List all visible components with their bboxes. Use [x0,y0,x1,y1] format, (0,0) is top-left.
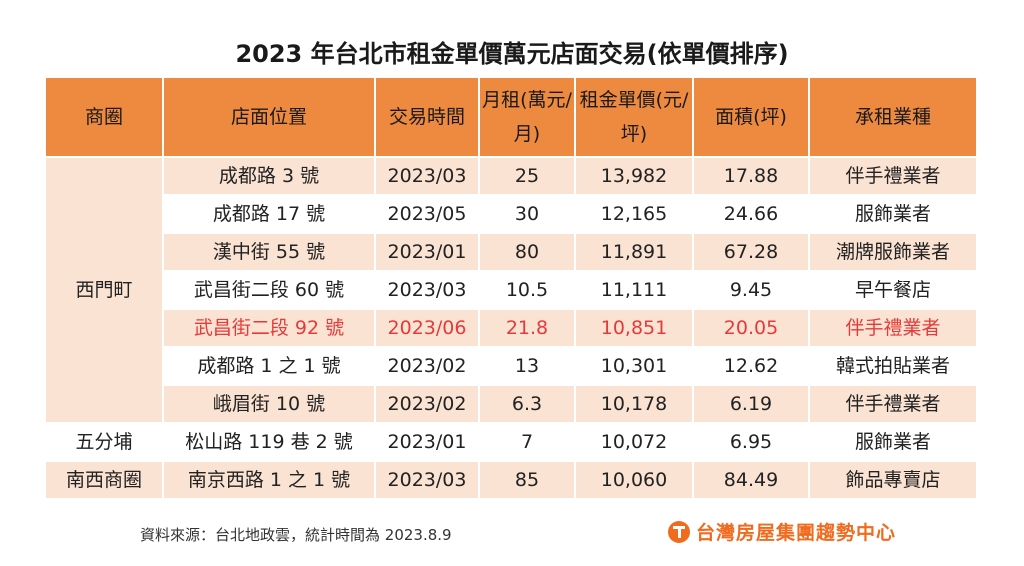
table-row: 成都路 1 之 1 號 2023/02 13 10,301 12.62 韓式拍貼… [45,346,978,386]
header-unit-price: 租金單價(元/坪) [574,76,694,158]
table-row: 漢中街 55 號 2023/01 80 11,891 67.28 潮牌服飾業者 [45,232,978,272]
cell-location: 成都路 1 之 1 號 [162,346,376,386]
cell-unit-price: 11,891 [574,232,694,272]
cell-unit-price: 10,851 [574,308,694,348]
cell-rent: 7 [478,422,576,462]
cell-date: 2023/01 [374,232,480,272]
cell-unit-price: 11,111 [574,270,694,310]
cell-size: 24.66 [692,194,810,234]
cell-date: 2023/03 [374,156,480,196]
table-row-highlighted: 武昌街二段 92 號 2023/06 21.8 10,851 20.05 伴手禮… [45,308,978,348]
cell-location: 武昌街二段 60 號 [162,270,376,310]
page-title: 2023 年台北市租金單價萬元店面交易(依單價排序) [235,40,789,68]
cell-rent: 30 [478,194,576,234]
cell-business-type: 韓式拍貼業者 [808,346,978,386]
cell-business-type: 伴手禮業者 [808,384,978,424]
cell-rent: 21.8 [478,308,576,348]
table-row: 南西商圈 南京西路 1 之 1 號 2023/03 85 10,060 84.4… [44,460,978,500]
cell-unit-price: 10,072 [574,422,694,462]
cell-location: 成都路 17 號 [162,194,376,234]
header-area: 商圈 [44,76,164,158]
cell-location: 成都路 3 號 [162,156,376,196]
cell-location: 松山路 119 巷 2 號 [162,422,376,462]
cell-business-type: 伴手禮業者 [808,308,978,348]
cell-business-type: 潮牌服飾業者 [808,232,978,272]
cell-rent: 10.5 [478,270,576,310]
header-size: 面積(坪) [692,76,810,158]
cell-business-type: 早午餐店 [808,270,978,310]
brand-logo: 台灣房屋集團趨勢中心 [668,518,896,545]
cell-size: 6.19 [692,384,810,424]
cell-location: 峨眉街 10 號 [162,384,376,424]
table-row: 成都路 17 號 2023/05 30 12,165 24.66 服飾業者 [45,194,978,234]
cell-date: 2023/02 [374,384,480,424]
cell-rent: 25 [478,156,576,196]
cell-unit-price: 10,178 [574,384,694,424]
header-location: 店面位置 [162,76,376,158]
cell-date: 2023/02 [374,346,480,386]
cell-business-type: 伴手禮業者 [808,156,978,196]
cell-size: 67.28 [692,232,810,272]
cell-rent: 13 [478,346,576,386]
cell-date: 2023/03 [374,460,480,500]
cell-location: 漢中街 55 號 [162,232,376,272]
header-monthly-rent: 月租(萬元/月) [478,76,576,158]
cell-rent: 6.3 [478,384,576,424]
cell-date: 2023/06 [374,308,480,348]
cell-date: 2023/03 [374,270,480,310]
cell-unit-price: 13,982 [574,156,694,196]
area-cell-ximending: 西門町 [44,156,164,424]
area-cell-nanxi: 南西商圈 [44,460,164,500]
logo-t-icon [668,520,690,543]
table-row: 五分埔 松山路 119 巷 2 號 2023/01 7 10,072 6.95 … [44,422,978,462]
cell-unit-price: 10,060 [574,460,694,500]
logo-text: 台灣房屋集團趨勢中心 [696,522,897,544]
table-header-row: 商圈 店面位置 交易時間 月租(萬元/月) 租金單價(元/坪) 面積(坪) 承租… [44,76,978,158]
cell-size: 6.95 [692,422,810,462]
table-row: 峨眉街 10 號 2023/02 6.3 10,178 6.19 伴手禮業者 [45,384,978,424]
cell-size: 20.05 [692,308,810,348]
cell-location: 南京西路 1 之 1 號 [162,460,376,500]
cell-size: 84.49 [692,460,810,500]
cell-business-type: 服飾業者 [808,422,978,462]
cell-date: 2023/01 [374,422,480,462]
table-row: 武昌街二段 60 號 2023/03 10.5 11,111 9.45 早午餐店 [45,270,978,310]
header-date: 交易時間 [374,76,480,158]
cell-size: 17.88 [692,156,810,196]
cell-business-type: 飾品專賣店 [808,460,978,500]
cell-date: 2023/05 [374,194,480,234]
cell-size: 9.45 [692,270,810,310]
cell-unit-price: 10,301 [574,346,694,386]
table-row: 西門町 成都路 3 號 2023/03 25 13,982 17.88 伴手禮業… [44,156,978,424]
header-business-type: 承租業種 [808,76,978,158]
cell-size: 12.62 [692,346,810,386]
area-cell-wufenpu: 五分埔 [44,422,164,462]
cell-location: 武昌街二段 92 號 [162,308,376,348]
cell-business-type: 服飾業者 [808,194,978,234]
rent-table: 商圈 店面位置 交易時間 月租(萬元/月) 租金單價(元/坪) 面積(坪) 承租… [44,76,978,500]
cell-rent: 80 [478,232,576,272]
cell-rent: 85 [478,460,576,500]
cell-unit-price: 12,165 [574,194,694,234]
data-source-note: 資料來源：台北地政雲，統計時間為 2023.8.9 [140,526,452,544]
